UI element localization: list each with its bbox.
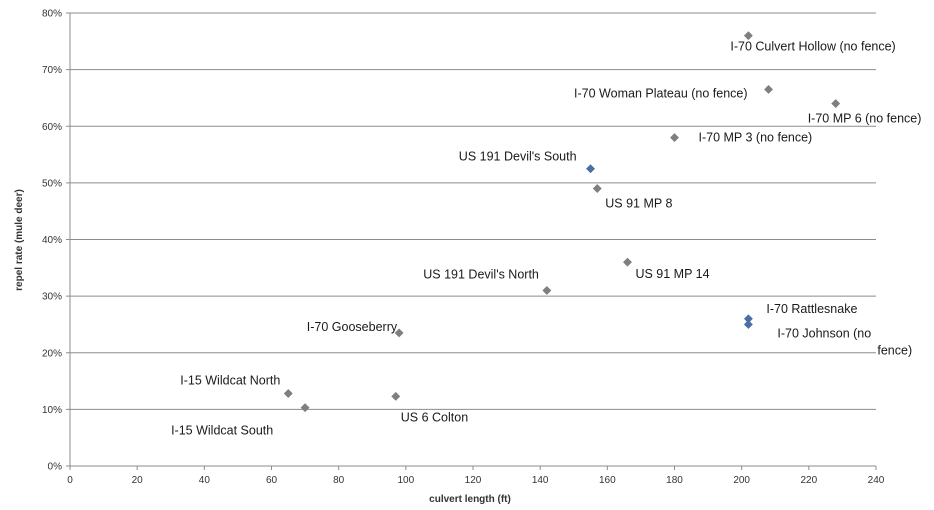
data-point-marker: [300, 403, 310, 413]
data-point-label: I-70 Rattlesnake: [766, 302, 857, 316]
data-point-marker: [743, 31, 753, 41]
data-point-marker: [763, 84, 774, 94]
data-point-label: US 91 MP 8: [605, 197, 672, 211]
data-point-label: US 191 Devil's South: [459, 150, 577, 164]
y-tick-label: 60%: [42, 122, 62, 133]
y-axis-tick-labels: 0% 10% 20% 30% 40% 50% 60% 70% 80%: [42, 9, 62, 473]
x-tick-label: 40: [199, 475, 211, 486]
data-point-label: I-15 Wildcat South: [171, 424, 273, 438]
x-tick-label: 160: [599, 475, 616, 486]
y-tick-label: 50%: [42, 178, 62, 189]
y-tick-label: 30%: [42, 292, 62, 303]
data-point-label: I-70 Gooseberry: [307, 320, 398, 334]
y-tick-label: 20%: [42, 348, 62, 359]
y-tick-label: 10%: [42, 405, 62, 416]
x-tick-label: 120: [465, 475, 482, 486]
point-labels: I-70 Culvert Hollow (no fence) I-70 Woman…: [171, 40, 921, 438]
data-point-marker: [592, 183, 602, 194]
x-axis-tick-labels: 0 20 40 60 80 100 120 140 160 180 200 220 240: [67, 475, 885, 486]
data-point-marker: [669, 133, 680, 143]
data-point-label: I-70 Johnson (no: [777, 326, 871, 340]
axes: [66, 12, 877, 470]
data-point-marker: [394, 328, 404, 338]
data-point-label: I-70 Culvert Hollow (no fence): [730, 40, 895, 54]
x-tick-label: 20: [132, 475, 144, 486]
x-tick-label: 140: [532, 475, 549, 486]
gridlines: [70, 12, 876, 410]
x-tick-label: 80: [333, 475, 345, 486]
y-tick-label: 0%: [48, 462, 63, 473]
data-point-marker: [743, 319, 753, 329]
y-tick-label: 40%: [42, 235, 62, 246]
data-point-marker: [542, 285, 552, 296]
data-point-label: US 6 Colton: [401, 410, 468, 424]
x-tick-label: 0: [67, 475, 73, 486]
data-point-label: I-70 MP 3 (no fence): [699, 131, 813, 145]
data-point-label: I-70 MP 6 (no fence): [808, 112, 922, 126]
x-tick-label: 180: [666, 475, 683, 486]
x-axis-title: culvert length (ft): [429, 494, 511, 505]
x-tick-label: 200: [733, 475, 750, 486]
y-tick-label: 70%: [42, 65, 62, 76]
y-axis-title: repel rate (mule deer): [14, 189, 25, 291]
data-point-label-line2: fence): [877, 343, 912, 357]
data-point-label: US 191 Devil's North: [423, 267, 539, 281]
data-point-marker: [831, 99, 841, 109]
y-tick-label: 80%: [42, 9, 62, 20]
data-point-label: I-70 Woman Plateau (no fence): [574, 86, 747, 100]
x-tick-label: 220: [800, 475, 817, 486]
data-point-label: I-15 Wildcat North: [180, 374, 280, 388]
x-tick-label: 100: [397, 475, 414, 486]
data-point-marker: [391, 391, 401, 401]
x-tick-label: 240: [868, 475, 885, 486]
data-points: [283, 31, 841, 413]
data-point-marker: [622, 257, 633, 267]
data-point-marker: [585, 164, 596, 174]
data-point-label: US 91 MP 14: [635, 267, 709, 281]
data-point-marker: [283, 388, 293, 399]
x-tick-label: 60: [266, 475, 278, 486]
